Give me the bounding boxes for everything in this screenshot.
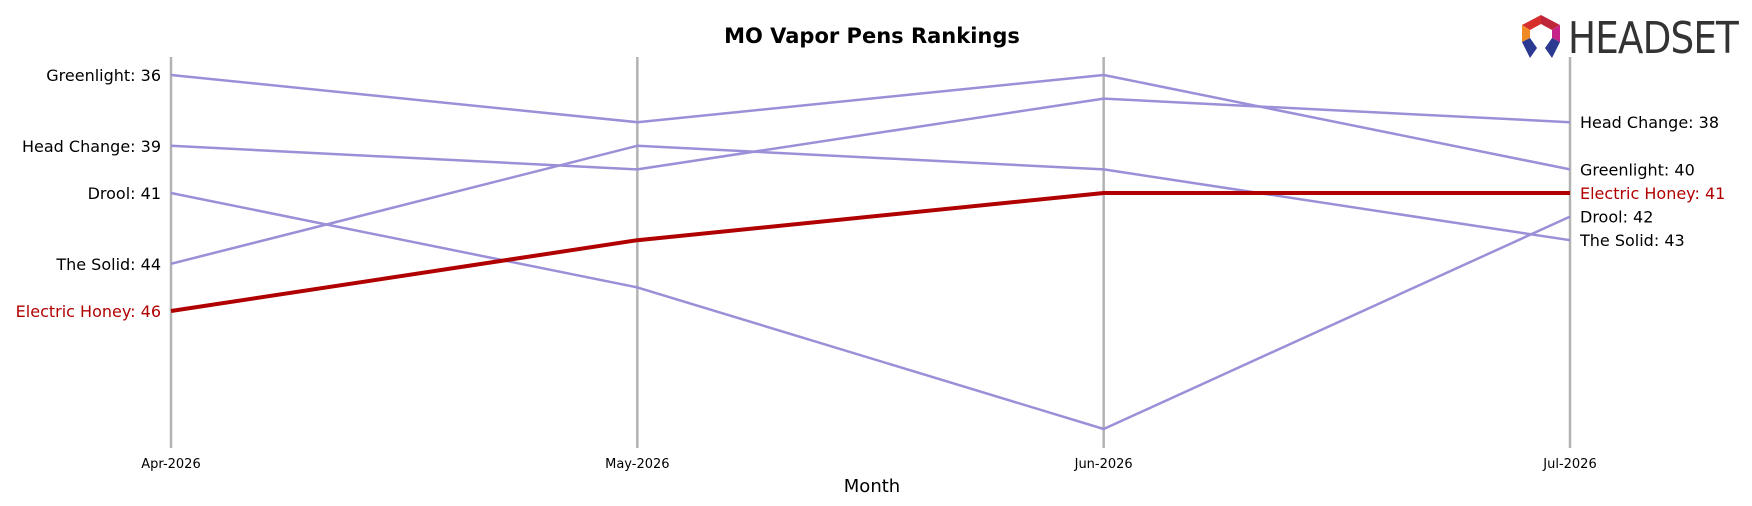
series-line-electric-honey bbox=[170, 191, 1570, 313]
left-label-the-solid: The Solid: 44 bbox=[55, 255, 161, 274]
x-tick-labels: Apr-2026 May-2026 Jun-2026 Jul-2026 bbox=[141, 457, 1596, 472]
series-lines bbox=[170, 73, 1571, 431]
right-label-electric-honey: Electric Honey: 41 bbox=[1580, 184, 1725, 203]
headset-logo: HEADSET bbox=[1522, 13, 1740, 64]
logo-text: HEADSET bbox=[1568, 13, 1739, 64]
x-tick-jul-2026: Jul-2026 bbox=[1542, 457, 1596, 472]
right-series-labels: Greenlight: 40 Head Change: 38 Drool: 42 Th… bbox=[1579, 113, 1725, 250]
series-line-the-solid bbox=[170, 144, 1571, 266]
right-label-head-change: Head Change: 38 bbox=[1580, 113, 1719, 132]
left-label-electric-honey: Electric Honey: 46 bbox=[16, 302, 161, 321]
x-tick-jun-2026: Jun-2026 bbox=[1074, 457, 1133, 472]
right-label-greenlight: Greenlight: 40 bbox=[1580, 160, 1695, 179]
x-axis-label: Month bbox=[844, 476, 900, 497]
gridlines bbox=[169, 57, 1572, 448]
x-tick-apr-2026: Apr-2026 bbox=[141, 457, 200, 472]
right-label-the-solid: The Solid: 43 bbox=[1579, 231, 1685, 250]
headset-hexagon-logo-icon bbox=[1522, 15, 1560, 58]
right-label-drool: Drool: 42 bbox=[1580, 208, 1653, 227]
series-line-head-change bbox=[170, 97, 1571, 171]
left-label-drool: Drool: 41 bbox=[88, 184, 161, 203]
chart-title: MO Vapor Pens Rankings bbox=[724, 24, 1020, 48]
left-label-head-change: Head Change: 39 bbox=[22, 137, 161, 156]
left-label-greenlight: Greenlight: 36 bbox=[46, 66, 161, 85]
x-tick-may-2026: May-2026 bbox=[605, 457, 669, 472]
series-line-greenlight bbox=[170, 73, 1571, 171]
series-line-drool bbox=[170, 191, 1571, 431]
left-series-labels: Greenlight: 36 Head Change: 39 Drool: 41 Th… bbox=[16, 66, 161, 321]
